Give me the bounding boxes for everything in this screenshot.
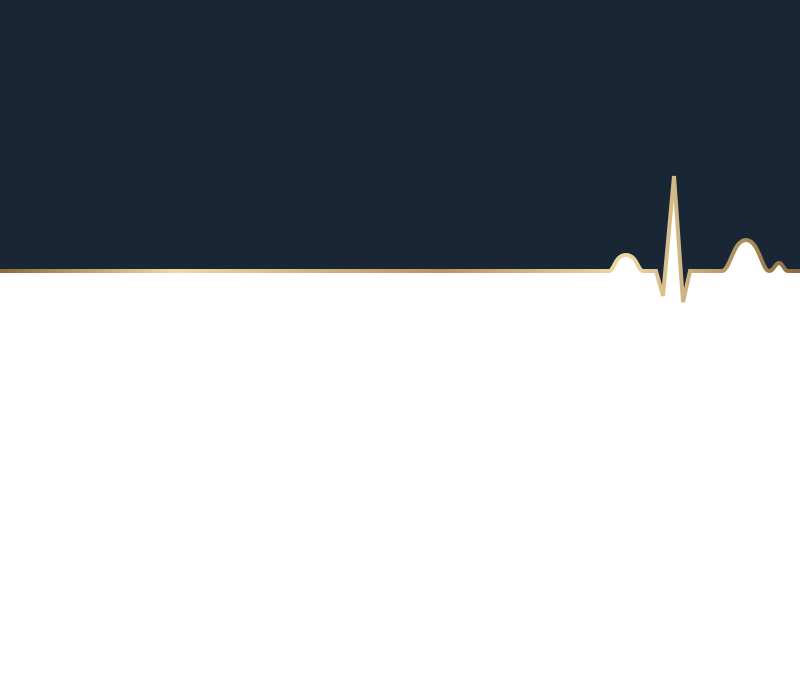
heartbeat-line-icon xyxy=(0,175,800,303)
banner-fill xyxy=(0,0,800,302)
content-area xyxy=(0,310,800,684)
header-banner xyxy=(0,0,800,303)
